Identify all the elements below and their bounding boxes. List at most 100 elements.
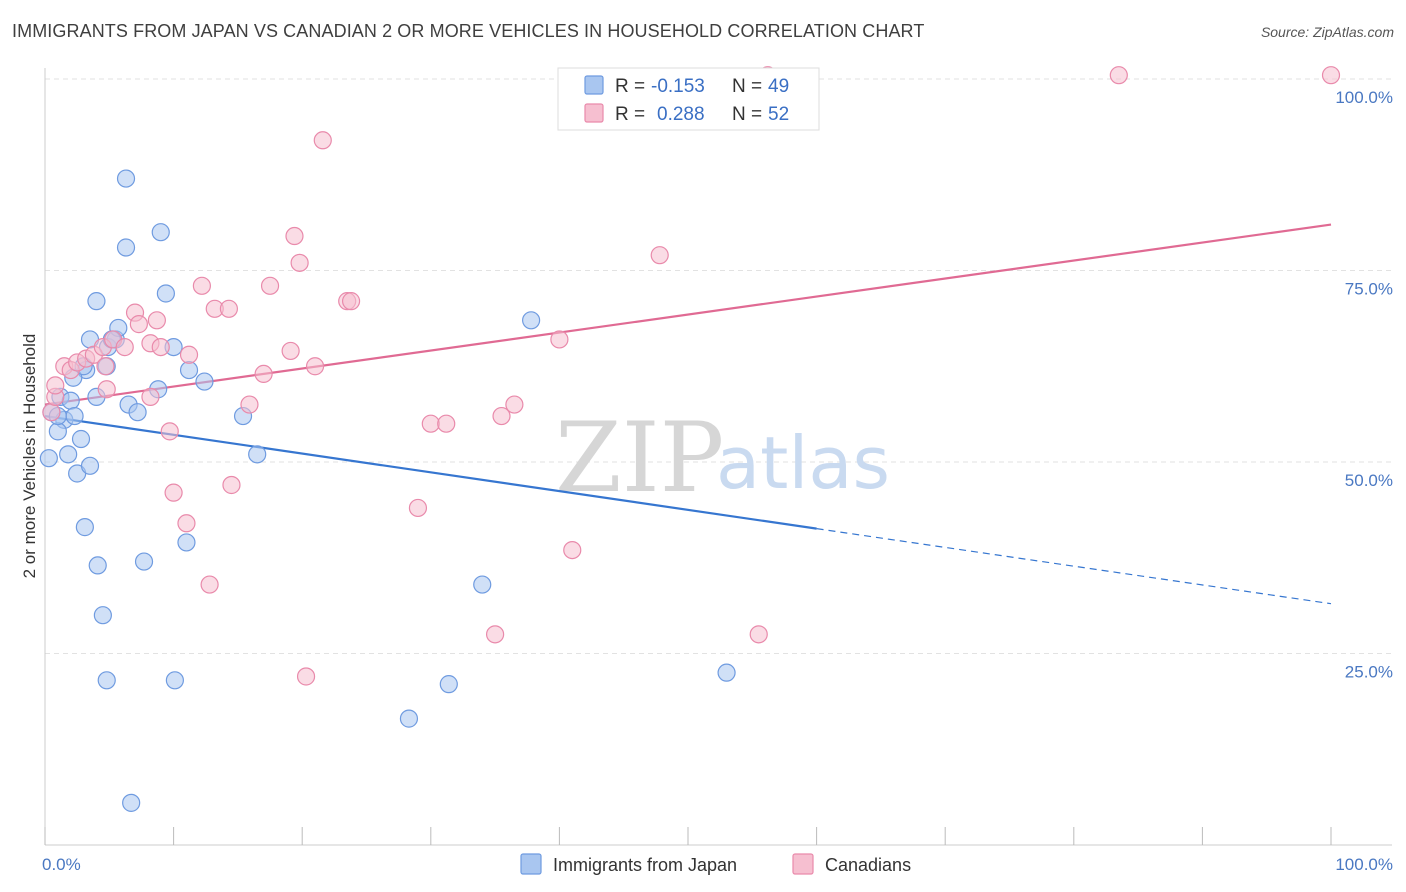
- y-tick-label: 50.0%: [1345, 471, 1393, 490]
- data-point-canadians: [550, 330, 569, 349]
- legend-n-label: N =: [732, 76, 762, 97]
- x-tick-labels: 0.0% 100.0%: [42, 855, 1393, 874]
- data-point-immigrants-from-japan: [128, 403, 147, 422]
- data-point-canadians: [222, 475, 241, 495]
- data-point-immigrants-from-japan: [61, 391, 80, 410]
- legend-swatch-immigrants-from-japan: [520, 853, 542, 875]
- watermark-atlas: atlas: [716, 421, 890, 505]
- data-point-canadians: [240, 395, 259, 414]
- legend-n-label: N =: [732, 104, 762, 125]
- data-point-immigrants-from-japan: [165, 671, 184, 690]
- data-point-canadians: [160, 422, 179, 441]
- x-tick-label: 0.0%: [42, 855, 81, 874]
- data-point-canadians: [505, 395, 524, 414]
- data-point-immigrants-from-japan: [122, 793, 141, 812]
- series-canadians: [42, 66, 1341, 686]
- chart-title: IMMIGRANTS FROM JAPAN VS CANADIAN 2 OR M…: [12, 21, 925, 41]
- data-point-canadians: [290, 253, 309, 272]
- data-point-canadians: [164, 483, 183, 502]
- data-point-canadians: [200, 575, 219, 594]
- data-point-canadians: [177, 514, 196, 533]
- data-point-immigrants-from-japan: [75, 518, 94, 537]
- data-point-canadians: [1109, 66, 1128, 85]
- data-point-canadians: [296, 667, 316, 686]
- data-point-canadians: [97, 380, 116, 399]
- legend-label-immigrants-from-japan: Immigrants from Japan: [553, 855, 737, 875]
- data-point-immigrants-from-japan: [195, 372, 214, 391]
- data-point-immigrants-from-japan: [80, 456, 100, 475]
- data-point-canadians: [749, 625, 768, 644]
- data-point-immigrants-from-japan: [177, 533, 196, 552]
- legend-n-value: 52: [768, 104, 789, 125]
- data-point-immigrants-from-japan: [97, 671, 116, 690]
- data-point-canadians: [147, 311, 166, 330]
- data-point-immigrants-from-japan: [93, 606, 112, 625]
- data-point-canadians: [305, 357, 325, 376]
- legend-swatch-blue: [584, 75, 604, 95]
- data-point-immigrants-from-japan: [134, 552, 154, 571]
- chart-source: Source: ZipAtlas.com: [1260, 24, 1394, 40]
- data-point-canadians: [115, 338, 134, 357]
- data-point-immigrants-from-japan: [151, 223, 170, 242]
- data-point-canadians: [254, 364, 273, 384]
- y-axis-label: 2 or more Vehicles in Household: [20, 334, 39, 579]
- grid-lines: [45, 78, 1392, 654]
- y-tick-label: 25.0%: [1345, 663, 1393, 682]
- data-point-immigrants-from-japan: [473, 575, 492, 594]
- data-point-immigrants-from-japan: [156, 284, 175, 303]
- data-point-canadians: [179, 345, 199, 364]
- data-point-immigrants-from-japan: [522, 311, 541, 330]
- legend-swatch-pink: [584, 103, 604, 123]
- data-point-canadians: [492, 406, 511, 426]
- data-point-immigrants-from-japan: [717, 663, 736, 682]
- data-point-canadians: [141, 387, 160, 406]
- data-point-canadians: [650, 246, 669, 265]
- data-point-canadians: [421, 414, 440, 433]
- trend-line-immigrants-from-japan-dashed: [816, 528, 1332, 605]
- correlation-legend: R = -0.153 N = 49 R = 0.288 N = 52: [557, 67, 820, 131]
- data-point-immigrants-from-japan: [71, 429, 91, 449]
- data-point-immigrants-from-japan: [65, 406, 84, 426]
- data-point-immigrants-from-japan: [116, 169, 136, 188]
- data-point-canadians: [129, 315, 148, 334]
- data-point-immigrants-from-japan: [399, 709, 419, 728]
- data-point-immigrants-from-japan: [248, 445, 267, 464]
- legend-r-value: 0.288: [657, 104, 705, 125]
- legend-swatch-canadians: [792, 853, 814, 875]
- data-point-canadians: [46, 376, 65, 395]
- series-legend: Immigrants from Japan Canadians: [520, 853, 911, 875]
- data-point-immigrants-from-japan: [439, 675, 458, 694]
- data-point-canadians: [219, 299, 238, 318]
- data-point-canadians: [260, 276, 280, 295]
- data-point-canadians: [96, 357, 115, 376]
- data-point-canadians: [437, 414, 456, 433]
- data-point-immigrants-from-japan: [59, 445, 78, 464]
- data-point-canadians: [563, 540, 582, 560]
- data-point-canadians: [151, 338, 170, 357]
- legend-r-label: R =: [615, 76, 645, 97]
- y-tick-label: 75.0%: [1345, 280, 1393, 299]
- data-point-canadians: [408, 498, 428, 518]
- data-point-immigrants-from-japan: [88, 556, 107, 575]
- watermark-zip: ZIP: [555, 402, 724, 514]
- data-point-canadians: [192, 276, 211, 295]
- data-point-immigrants-from-japan: [179, 360, 199, 380]
- data-point-canadians: [313, 131, 332, 150]
- trend-line-canadians: [44, 223, 1332, 406]
- data-point-canadians: [42, 403, 61, 422]
- legend-r-label: R =: [615, 104, 645, 125]
- data-point-canadians: [486, 625, 505, 644]
- y-tick-labels: 25.0% 50.0% 75.0% 100.0%: [1335, 88, 1393, 682]
- data-point-canadians: [341, 292, 361, 311]
- data-point-immigrants-from-japan: [48, 422, 67, 441]
- data-point-canadians: [285, 226, 304, 246]
- legend-r-value: -0.153: [651, 76, 705, 97]
- data-point-canadians: [1321, 66, 1341, 85]
- y-tick-label: 100.0%: [1335, 88, 1393, 107]
- data-point-canadians: [281, 341, 300, 361]
- data-point-immigrants-from-japan: [87, 292, 106, 311]
- data-point-immigrants-from-japan: [39, 449, 58, 468]
- x-tick-label: 100.0%: [1335, 855, 1393, 874]
- legend-label-canadians: Canadians: [825, 855, 911, 875]
